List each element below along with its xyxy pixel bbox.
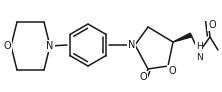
Text: O: O (168, 66, 176, 76)
Text: N: N (46, 41, 54, 51)
Text: N: N (128, 40, 135, 50)
Text: O: O (208, 20, 216, 30)
Text: O: O (139, 72, 147, 82)
Text: H
N: H N (196, 42, 202, 62)
Text: O: O (3, 41, 11, 51)
Polygon shape (173, 33, 192, 42)
